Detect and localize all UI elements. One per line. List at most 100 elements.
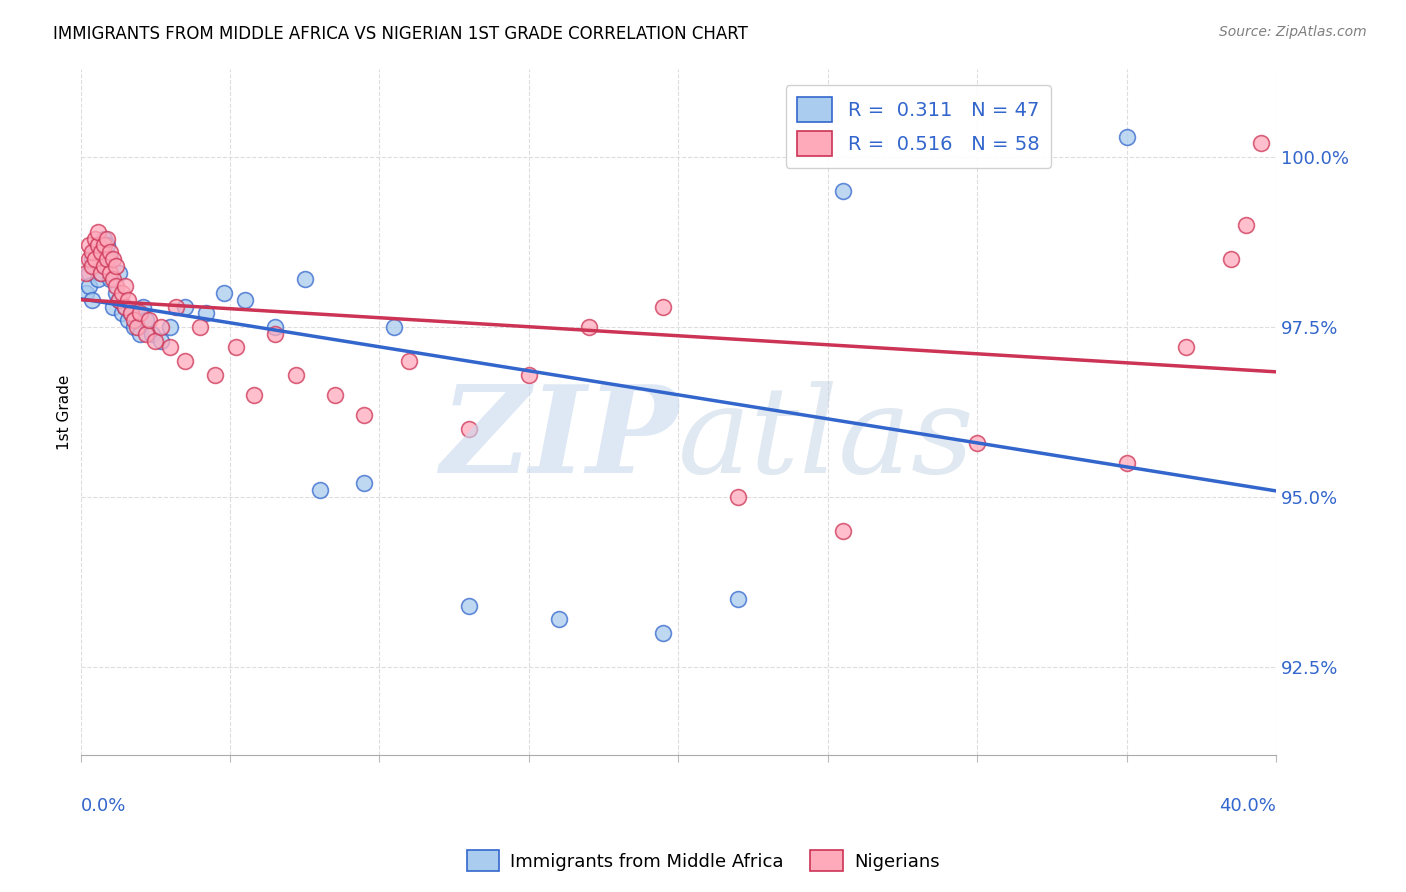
Point: [114, 300, 136, 314]
Point: [124, 313, 146, 327]
Point: [114, 279, 136, 293]
Point: [174, 354, 197, 368]
Point: [90, 266, 112, 280]
Text: 0.0%: 0.0%: [80, 797, 127, 814]
Point: [159, 340, 181, 354]
Point: [108, 293, 131, 307]
Point: [323, 388, 346, 402]
Point: [120, 306, 142, 320]
Point: [114, 300, 136, 314]
Point: [195, 306, 218, 320]
Point: [96, 238, 118, 252]
Point: [159, 320, 181, 334]
Point: [141, 326, 163, 341]
Point: [108, 293, 131, 307]
Point: [547, 612, 569, 626]
Text: 40.0%: 40.0%: [1219, 797, 1277, 814]
Point: [111, 285, 134, 300]
Point: [105, 259, 128, 273]
Point: [150, 334, 173, 348]
Point: [93, 259, 115, 273]
Point: [82, 259, 104, 273]
Point: [100, 272, 122, 286]
Point: [284, 368, 307, 382]
Legend: Immigrants from Middle Africa, Nigerians: Immigrants from Middle Africa, Nigerians: [460, 843, 946, 879]
Point: [84, 245, 107, 260]
Point: [458, 599, 481, 613]
Point: [100, 266, 122, 280]
Point: [79, 238, 101, 252]
Point: [108, 266, 131, 280]
Point: [243, 388, 266, 402]
Point: [105, 279, 128, 293]
Point: [138, 313, 160, 327]
Point: [96, 231, 118, 245]
Point: [517, 368, 540, 382]
Point: [129, 306, 152, 320]
Point: [76, 266, 98, 280]
Point: [135, 313, 157, 327]
Point: [1234, 218, 1257, 232]
Point: [831, 184, 853, 198]
Point: [353, 409, 375, 423]
Point: [727, 591, 749, 606]
Point: [103, 252, 125, 266]
Point: [966, 435, 988, 450]
Point: [263, 326, 285, 341]
Point: [308, 483, 330, 497]
Legend: R =  0.311   N = 47, R =  0.516   N = 58: R = 0.311 N = 47, R = 0.516 N = 58: [786, 85, 1052, 168]
Point: [127, 320, 149, 334]
Point: [831, 524, 853, 538]
Point: [117, 293, 139, 307]
Point: [90, 245, 112, 260]
Point: [84, 259, 107, 273]
Point: [79, 252, 101, 266]
Point: [93, 231, 115, 245]
Point: [76, 285, 98, 300]
Text: atlas: atlas: [678, 381, 974, 498]
Point: [458, 422, 481, 436]
Point: [124, 320, 146, 334]
Point: [1220, 252, 1243, 266]
Point: [143, 334, 166, 348]
Point: [150, 320, 173, 334]
Point: [82, 245, 104, 260]
Point: [174, 300, 197, 314]
Point: [82, 293, 104, 307]
Point: [353, 476, 375, 491]
Point: [79, 279, 101, 293]
Point: [165, 300, 187, 314]
Point: [96, 259, 118, 273]
Point: [1250, 136, 1272, 151]
Point: [87, 238, 110, 252]
Point: [93, 238, 115, 252]
Point: [578, 320, 600, 334]
Point: [103, 300, 125, 314]
Point: [129, 326, 152, 341]
Point: [652, 626, 675, 640]
Point: [212, 285, 235, 300]
Point: [1175, 340, 1198, 354]
Point: [79, 266, 101, 280]
Text: Source: ZipAtlas.com: Source: ZipAtlas.com: [1219, 25, 1367, 39]
Point: [96, 252, 118, 266]
Point: [225, 340, 247, 354]
Point: [90, 245, 112, 260]
Point: [87, 238, 110, 252]
Point: [100, 252, 122, 266]
Point: [87, 272, 110, 286]
Point: [100, 245, 122, 260]
Point: [93, 252, 115, 266]
Point: [117, 313, 139, 327]
Point: [87, 225, 110, 239]
Point: [120, 306, 142, 320]
Point: [188, 320, 211, 334]
Point: [103, 272, 125, 286]
Text: ZIP: ZIP: [440, 380, 678, 499]
Point: [294, 272, 316, 286]
Point: [132, 300, 155, 314]
Point: [135, 326, 157, 341]
Point: [1115, 129, 1137, 144]
Text: IMMIGRANTS FROM MIDDLE AFRICA VS NIGERIAN 1ST GRADE CORRELATION CHART: IMMIGRANTS FROM MIDDLE AFRICA VS NIGERIA…: [53, 25, 748, 43]
Point: [111, 306, 134, 320]
